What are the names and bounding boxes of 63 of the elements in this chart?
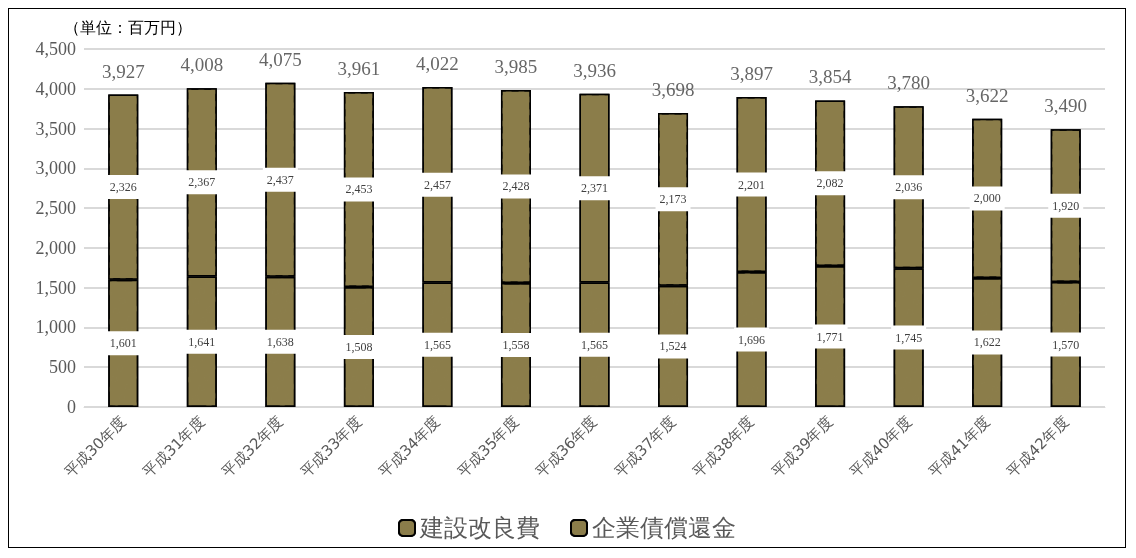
data-label: 1,745 [895, 330, 923, 345]
data-label: 2,326 [109, 180, 137, 195]
x-tick-label: 平成35年度 [453, 412, 523, 482]
total-label: 3,622 [965, 84, 1009, 106]
y-tick-label: 3,000 [35, 158, 76, 179]
x-tick-label: 平成40年度 [846, 412, 916, 482]
data-label: 2,173 [659, 192, 687, 207]
y-tick-label: 1,000 [35, 317, 76, 338]
data-label: 1,508 [345, 340, 373, 355]
data-label: 1,641 [188, 334, 216, 349]
y-tick-label: 4,500 [35, 39, 76, 59]
data-label: 1,524 [659, 339, 687, 354]
y-axis-title: （単位：百万円） [64, 17, 192, 37]
x-tick-label: 平成42年度 [1003, 412, 1073, 482]
data-label: 2,437 [266, 172, 294, 187]
legend-label: 企業債償還金 [592, 514, 736, 542]
data-label: 1,601 [109, 336, 137, 351]
total-label: 3,854 [808, 66, 852, 88]
data-label: 2,036 [895, 180, 923, 195]
x-tick-label: 平成32年度 [218, 412, 287, 482]
y-tick-label: 4,000 [35, 78, 76, 99]
y-tick-label: 2,000 [35, 237, 76, 258]
x-tick-label: 平成33年度 [296, 412, 366, 482]
total-label: 3,897 [730, 62, 773, 84]
data-label: 2,000 [973, 191, 1001, 206]
data-label: 2,453 [345, 182, 373, 197]
x-tick-label: 平成31年度 [139, 412, 209, 482]
x-tick-label: 平成36年度 [532, 412, 601, 482]
data-label: 1,565 [423, 337, 451, 352]
total-label: 3,927 [101, 60, 145, 82]
data-label: 1,771 [816, 329, 844, 344]
data-label: 1,638 [266, 334, 294, 349]
data-label: 1,558 [502, 338, 530, 353]
data-label: 2,082 [816, 176, 844, 191]
x-tick-label: 平成37年度 [610, 412, 680, 482]
total-label: 3,780 [887, 72, 931, 94]
data-label: 1,570 [1052, 337, 1080, 352]
data-label: 1,920 [1052, 198, 1080, 213]
total-label: 4,022 [416, 53, 459, 75]
total-label: 3,698 [651, 78, 695, 100]
data-label: 1,622 [973, 335, 1001, 350]
data-label: 2,367 [188, 175, 216, 190]
data-label: 2,201 [738, 177, 766, 192]
y-tick-label: 2,500 [35, 198, 76, 219]
data-label: 2,428 [502, 179, 530, 194]
y-tick-label: 1,500 [35, 277, 76, 298]
total-label: 3,961 [337, 57, 381, 79]
total-label: 3,985 [494, 55, 538, 77]
x-tick-label: 平成41年度 [924, 412, 994, 482]
total-label: 4,075 [258, 48, 302, 70]
x-tick-label: 平成34年度 [375, 412, 444, 482]
data-label: 2,457 [423, 177, 451, 192]
y-tick-label: 500 [49, 357, 76, 378]
data-label: 2,371 [581, 181, 608, 196]
legend-label: 建設改良費 [419, 514, 540, 542]
total-label: 4,008 [180, 54, 224, 76]
data-label: 1,696 [738, 332, 766, 347]
total-label: 3,936 [573, 59, 616, 81]
total-label: 3,490 [1044, 95, 1088, 117]
x-tick-label: 平成39年度 [767, 412, 837, 482]
x-tick-label: 平成38年度 [689, 412, 758, 482]
data-label: 1,565 [581, 337, 608, 352]
y-tick-label: 3,500 [35, 118, 76, 139]
